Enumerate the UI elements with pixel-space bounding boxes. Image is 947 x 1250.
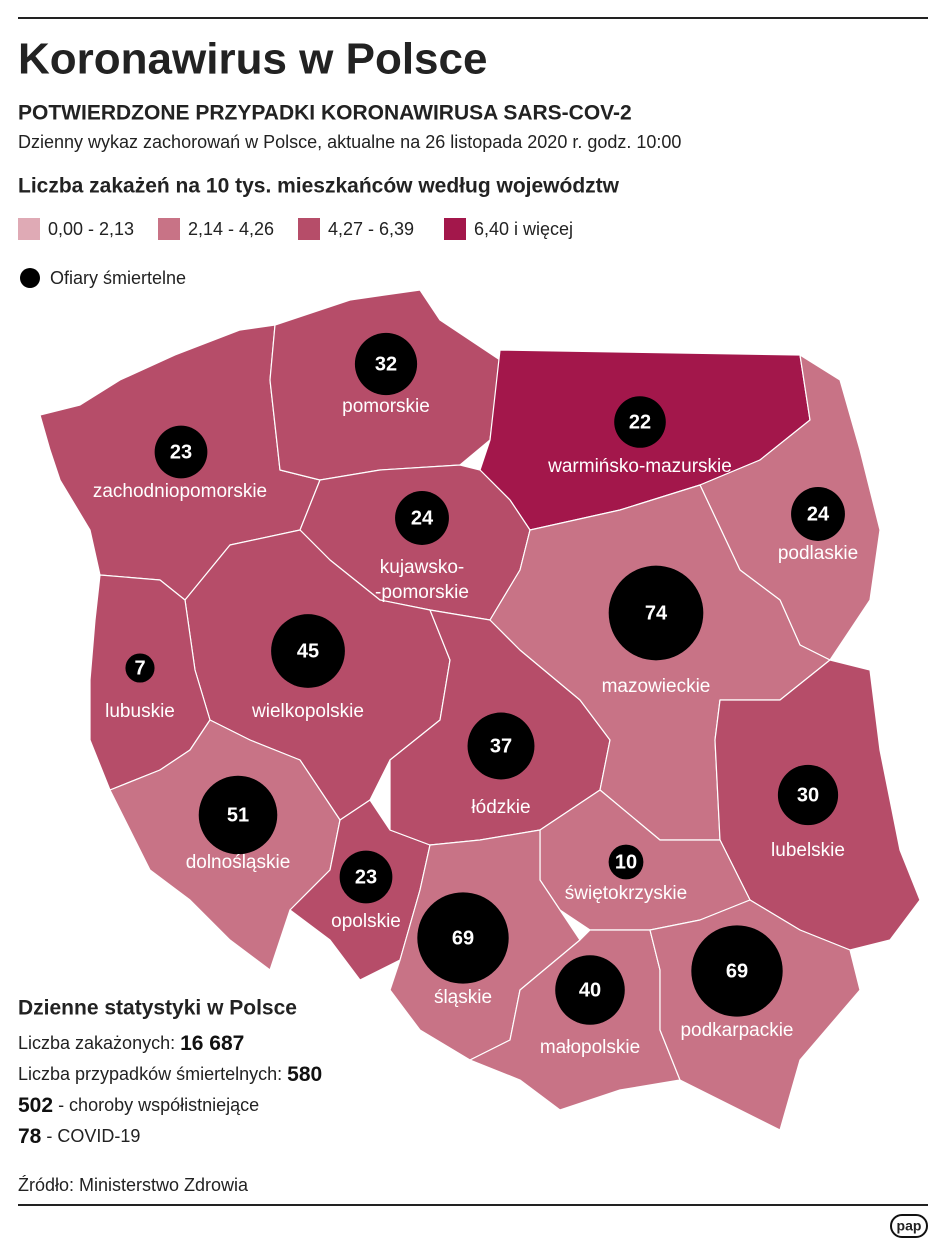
legend-title: Liczba zakażeń na 10 tys. mieszkańców we… — [18, 175, 620, 198]
deaths-value: 24 — [411, 507, 434, 529]
deaths-circle — [198, 775, 278, 855]
deaths-legend-label: Ofiary śmiertelne — [50, 268, 186, 288]
stats-label: - choroby współistniejące — [58, 1095, 259, 1115]
description: Dzienny wykaz zachorowań w Polsce, aktua… — [18, 132, 681, 152]
legend-label: 6,40 i więcej — [474, 219, 573, 239]
deaths-value: 30 — [797, 784, 819, 806]
deaths-value: 51 — [227, 804, 249, 826]
deaths-value: 24 — [807, 503, 830, 525]
stats-label: Liczba przypadków śmiertelnych: — [18, 1064, 282, 1084]
region-name: opolskie — [331, 911, 401, 932]
region-name: śląskie — [434, 987, 492, 1008]
region-name: małopolskie — [540, 1037, 640, 1058]
stats-value: 580 — [287, 1063, 322, 1086]
region-name: świętokrzyskie — [565, 883, 687, 904]
deaths-value: 23 — [355, 866, 377, 888]
stats-value: 78 — [18, 1125, 42, 1148]
region-name: pomorskie — [342, 396, 430, 417]
deaths-circle — [354, 332, 418, 396]
legend: 0,00 - 2,13 2,14 - 4,26 4,27 - 6,39 6,40 i … — [18, 218, 573, 240]
deaths-circle — [271, 614, 345, 688]
region-name: łódzkie — [471, 797, 530, 818]
deaths-circle — [777, 764, 839, 826]
legend-label: 4,27 - 6,39 — [328, 219, 414, 239]
deaths-value: 23 — [170, 441, 192, 463]
deaths-circle — [339, 850, 393, 904]
deaths-circle — [614, 396, 666, 448]
deaths-circle — [555, 955, 625, 1025]
deaths-value: 40 — [579, 979, 601, 1001]
deaths-swatch — [20, 268, 40, 288]
stats-row: 78 - COVID-19 — [18, 1125, 140, 1148]
deaths-circle — [417, 892, 509, 984]
stats-title: Dzienne statystyki w Polsce — [18, 997, 297, 1020]
subtitle: POTWIERDZONE PRZYPADKI KORONAWIRUSA SARS… — [18, 102, 632, 125]
deaths-circle — [467, 712, 535, 780]
stats-label: Liczba zakażonych: — [18, 1033, 175, 1053]
region-name: podkarpackie — [680, 1020, 793, 1041]
stats-value: 16 687 — [180, 1032, 244, 1055]
region-name: wielkopolskie — [251, 701, 364, 722]
deaths-value: 37 — [490, 735, 512, 757]
stats-row: 502 - choroby współistniejące — [18, 1094, 259, 1117]
deaths-circle — [608, 844, 644, 880]
deaths-circle — [154, 425, 208, 479]
deaths-value: 32 — [375, 353, 397, 375]
deaths-circle — [125, 653, 155, 683]
region-name: -pomorskie — [375, 582, 469, 603]
title: Koronawirus w Polsce — [18, 35, 487, 84]
deaths-circle — [608, 565, 704, 661]
stats-row: Liczba przypadków śmiertelnych: 580 — [18, 1063, 322, 1086]
region-name: lubuskie — [105, 701, 175, 722]
logo: pap — [897, 1218, 922, 1234]
legend-swatch — [158, 218, 180, 240]
legend-swatch — [444, 218, 466, 240]
region-name: dolnośląskie — [186, 852, 291, 873]
deaths-circle — [791, 487, 845, 541]
deaths-value: 10 — [615, 851, 637, 873]
deaths-value: 74 — [645, 602, 668, 624]
region-name: kujawsko- — [380, 557, 464, 578]
deaths-value: 45 — [297, 640, 319, 662]
logo-badge — [890, 1214, 928, 1238]
deaths-value: 69 — [452, 927, 474, 949]
deaths-circle — [395, 491, 449, 545]
region-name: zachodniopomorskie — [93, 481, 267, 502]
region-name: lubelskie — [771, 840, 845, 861]
deaths-circle — [691, 925, 783, 1017]
region-name: warmińsko-mazurskie — [547, 456, 732, 477]
stats-row: Liczba zakażonych: 16 687 — [18, 1032, 244, 1055]
legend-label: 2,14 - 4,26 — [188, 219, 274, 239]
region-labels: 23 zachodniopomorskie 32 pomorskie 22 warmińs… — [93, 332, 858, 1058]
stats-label: - COVID-19 — [46, 1126, 140, 1146]
deaths-value: 7 — [134, 657, 145, 679]
region-name: podlaskie — [778, 543, 858, 564]
stats-value: 502 — [18, 1094, 53, 1117]
source: Źródło: Ministerstwo Zdrowia — [18, 1175, 249, 1195]
deaths-value: 22 — [629, 411, 651, 433]
legend-swatch — [18, 218, 40, 240]
region-name: mazowieckie — [602, 676, 711, 697]
legend-swatch — [298, 218, 320, 240]
deaths-value: 69 — [726, 960, 748, 982]
legend-label: 0,00 - 2,13 — [48, 219, 134, 239]
